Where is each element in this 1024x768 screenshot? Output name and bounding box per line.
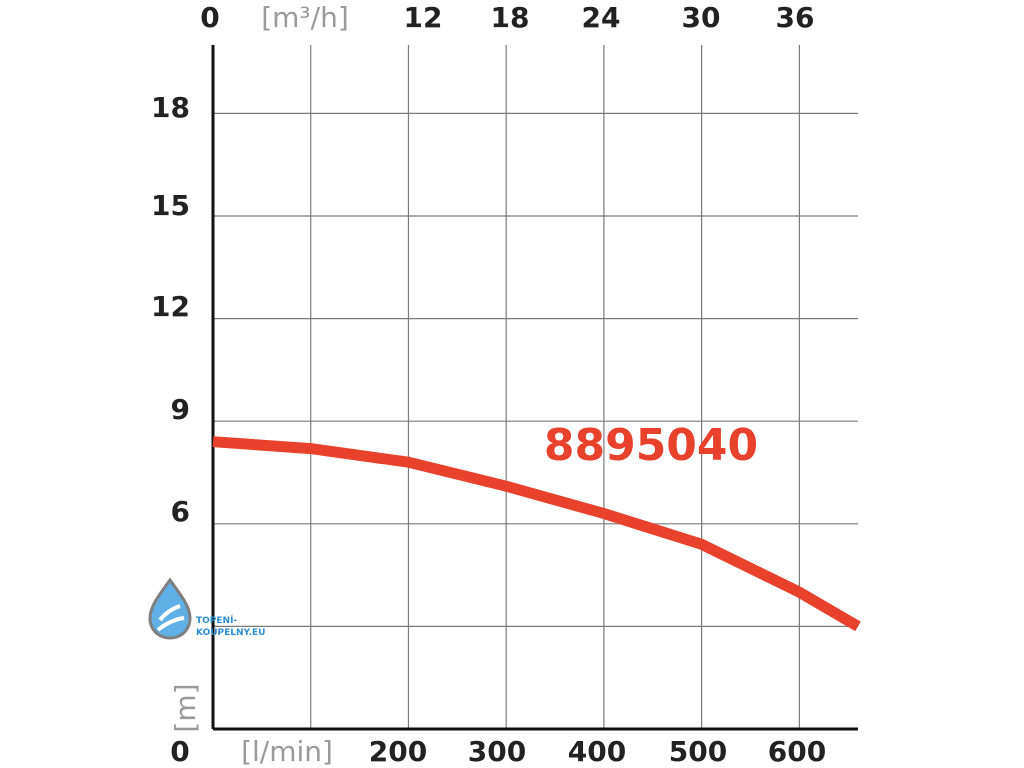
watermark-line-2: KOUPELNY.EU: [196, 628, 265, 638]
bottom-axis-unit: [l/min]: [241, 735, 333, 768]
top-tick-label: 30: [682, 1, 721, 34]
bottom-tick-label: 200: [369, 735, 427, 768]
series-curve-8895040: [212, 436, 861, 632]
bottom-tick-label: 500: [669, 735, 727, 768]
top-axis-unit: [m³/h]: [261, 1, 349, 34]
bottom-tick-label: 400: [568, 735, 626, 768]
series-label: 8895040: [544, 420, 758, 471]
bottom-tick-label: 0: [170, 735, 189, 768]
top-tick-label: 24: [582, 1, 621, 34]
top-tick-label: 0: [200, 1, 219, 34]
y-tick-label: 15: [151, 189, 190, 222]
top-tick-label: 18: [491, 1, 530, 34]
y-tick-label: 9: [171, 393, 190, 426]
y-tick-label: 18: [151, 91, 190, 124]
bottom-tick-label: 600: [768, 735, 826, 768]
y-tick-label: 6: [171, 495, 190, 528]
y-tick-label: 12: [151, 290, 190, 323]
watermark-line-1: TOPENÍ-: [196, 614, 237, 626]
watermark-logo: TOPENÍ- KOUPELNY.EU: [148, 577, 265, 640]
y-axis-unit: [m]: [169, 683, 202, 732]
bottom-tick-label: 300: [468, 735, 526, 768]
top-tick-label: 36: [776, 1, 815, 34]
axes: [211, 45, 858, 731]
top-tick-label: 12: [404, 1, 443, 34]
series-layer: [212, 436, 861, 632]
tick-labels: 0 12 18 24 30 36 [m³/h] 0 200 300 400 500 600 [l/min]…: [151, 1, 826, 768]
grid-lines: [213, 45, 858, 729]
